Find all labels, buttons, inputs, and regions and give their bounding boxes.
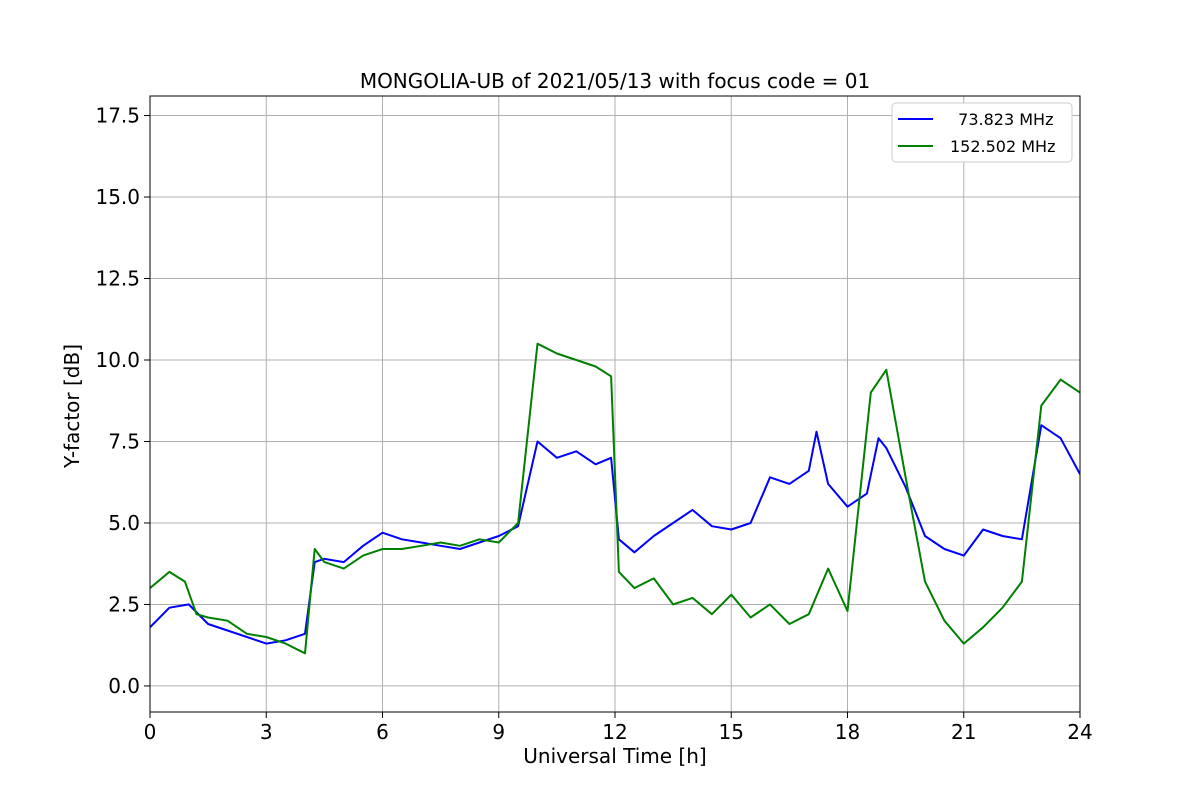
y-axis-label: Y-factor [dB] [60, 344, 84, 469]
grid-lines [149, 96, 1081, 712]
x-tick-label: 12 [602, 720, 627, 744]
y-tick-label: 2.5 [108, 592, 140, 616]
x-tick-label: 6 [376, 720, 389, 744]
y-tick-label: 0.0 [108, 674, 140, 698]
x-tick-label: 3 [260, 720, 273, 744]
y-tick-label: 17.5 [95, 104, 140, 128]
x-tick-label: 9 [492, 720, 505, 744]
y-tick-label: 5.0 [108, 511, 140, 535]
x-tick-label: 0 [144, 720, 157, 744]
y-tick-label: 12.5 [95, 267, 140, 291]
x-tick-label: 18 [835, 720, 860, 744]
y-tick-label: 7.5 [108, 429, 140, 453]
chart-title: MONGOLIA-UB of 2021/05/13 with focus cod… [360, 69, 870, 93]
x-tick-label: 24 [1067, 720, 1092, 744]
legend-label-series-1: 73.823 MHz [948, 110, 1053, 129]
series-line-2 [150, 342, 1080, 655]
series-lines [150, 342, 1080, 655]
axis-ticks: 0 3 6 9 12 15 18 21 24 0.0 2.5 5.0 7.5 10.0 12.5 15.0 17… [95, 104, 1092, 744]
x-axis-label: Universal Time [h] [523, 744, 706, 768]
legend: 73.823 MHz 152.502 MHz [891, 102, 1073, 163]
x-tick-label: 15 [719, 720, 744, 744]
legend-box [891, 102, 1073, 163]
y-tick-label: 15.0 [95, 185, 140, 209]
x-tick-label: 21 [951, 720, 976, 744]
legend-label-series-2: 152.502 MHz [950, 137, 1055, 156]
y-tick-label: 10.0 [95, 348, 140, 372]
